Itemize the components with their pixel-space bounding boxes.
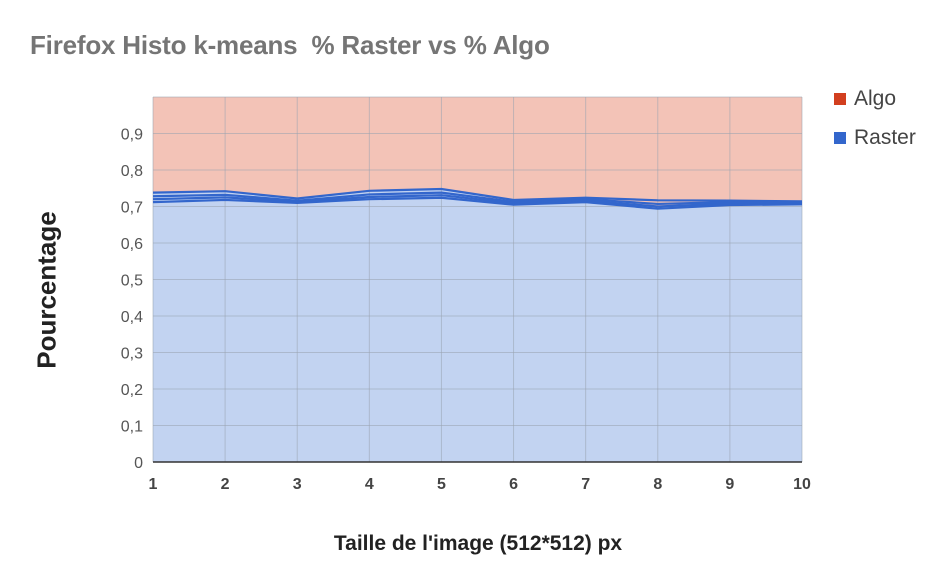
y-tick-label: 0,4 xyxy=(121,309,143,326)
y-tick-label: 0,1 xyxy=(121,419,143,436)
x-tick-label: 10 xyxy=(793,476,811,493)
x-tick-label: 1 xyxy=(149,476,158,493)
raster-area xyxy=(153,188,802,462)
y-tick-label: 0,6 xyxy=(121,236,143,253)
raster-line-1 xyxy=(152,187,803,203)
y-tick-label: 0,7 xyxy=(121,200,143,217)
y-tick-label: 0,9 xyxy=(121,127,143,144)
y-tick-label: 0,2 xyxy=(121,382,143,399)
x-tick-label: 4 xyxy=(365,476,374,493)
x-tick-label: 7 xyxy=(581,476,590,493)
y-tick-label: 0,8 xyxy=(121,163,143,180)
y-tick-label: 0,3 xyxy=(121,346,143,363)
x-tick-label: 9 xyxy=(725,476,734,493)
x-axis-label: Taille de l'image (512*512) px xyxy=(333,532,623,555)
legend-label-algo: Algo xyxy=(854,87,897,110)
legend-swatch-algo xyxy=(834,93,846,105)
x-tick-label: 3 xyxy=(293,476,302,493)
x-tick-label: 6 xyxy=(509,476,518,493)
x-tick-label: 5 xyxy=(437,476,446,493)
y-tick-label: 0 xyxy=(134,455,143,472)
raster-line-2 xyxy=(152,191,803,206)
algo-area xyxy=(153,97,802,207)
legend-swatch-raster xyxy=(834,132,846,144)
raster-line-3 xyxy=(152,194,802,208)
legend-item-raster[interactable]: Raster xyxy=(834,125,916,151)
raster-line-4 xyxy=(152,196,803,210)
legend-label-raster: Raster xyxy=(854,126,916,149)
y-tick-label: 0,5 xyxy=(121,273,143,290)
x-tick-label: 2 xyxy=(221,476,230,493)
legend-item-algo[interactable]: Algo xyxy=(834,86,916,112)
legend: Algo Raster xyxy=(834,86,916,164)
x-tick-label: 8 xyxy=(653,476,662,493)
chart-title: Firefox Histo k-means % Raster vs % Algo xyxy=(30,30,550,60)
